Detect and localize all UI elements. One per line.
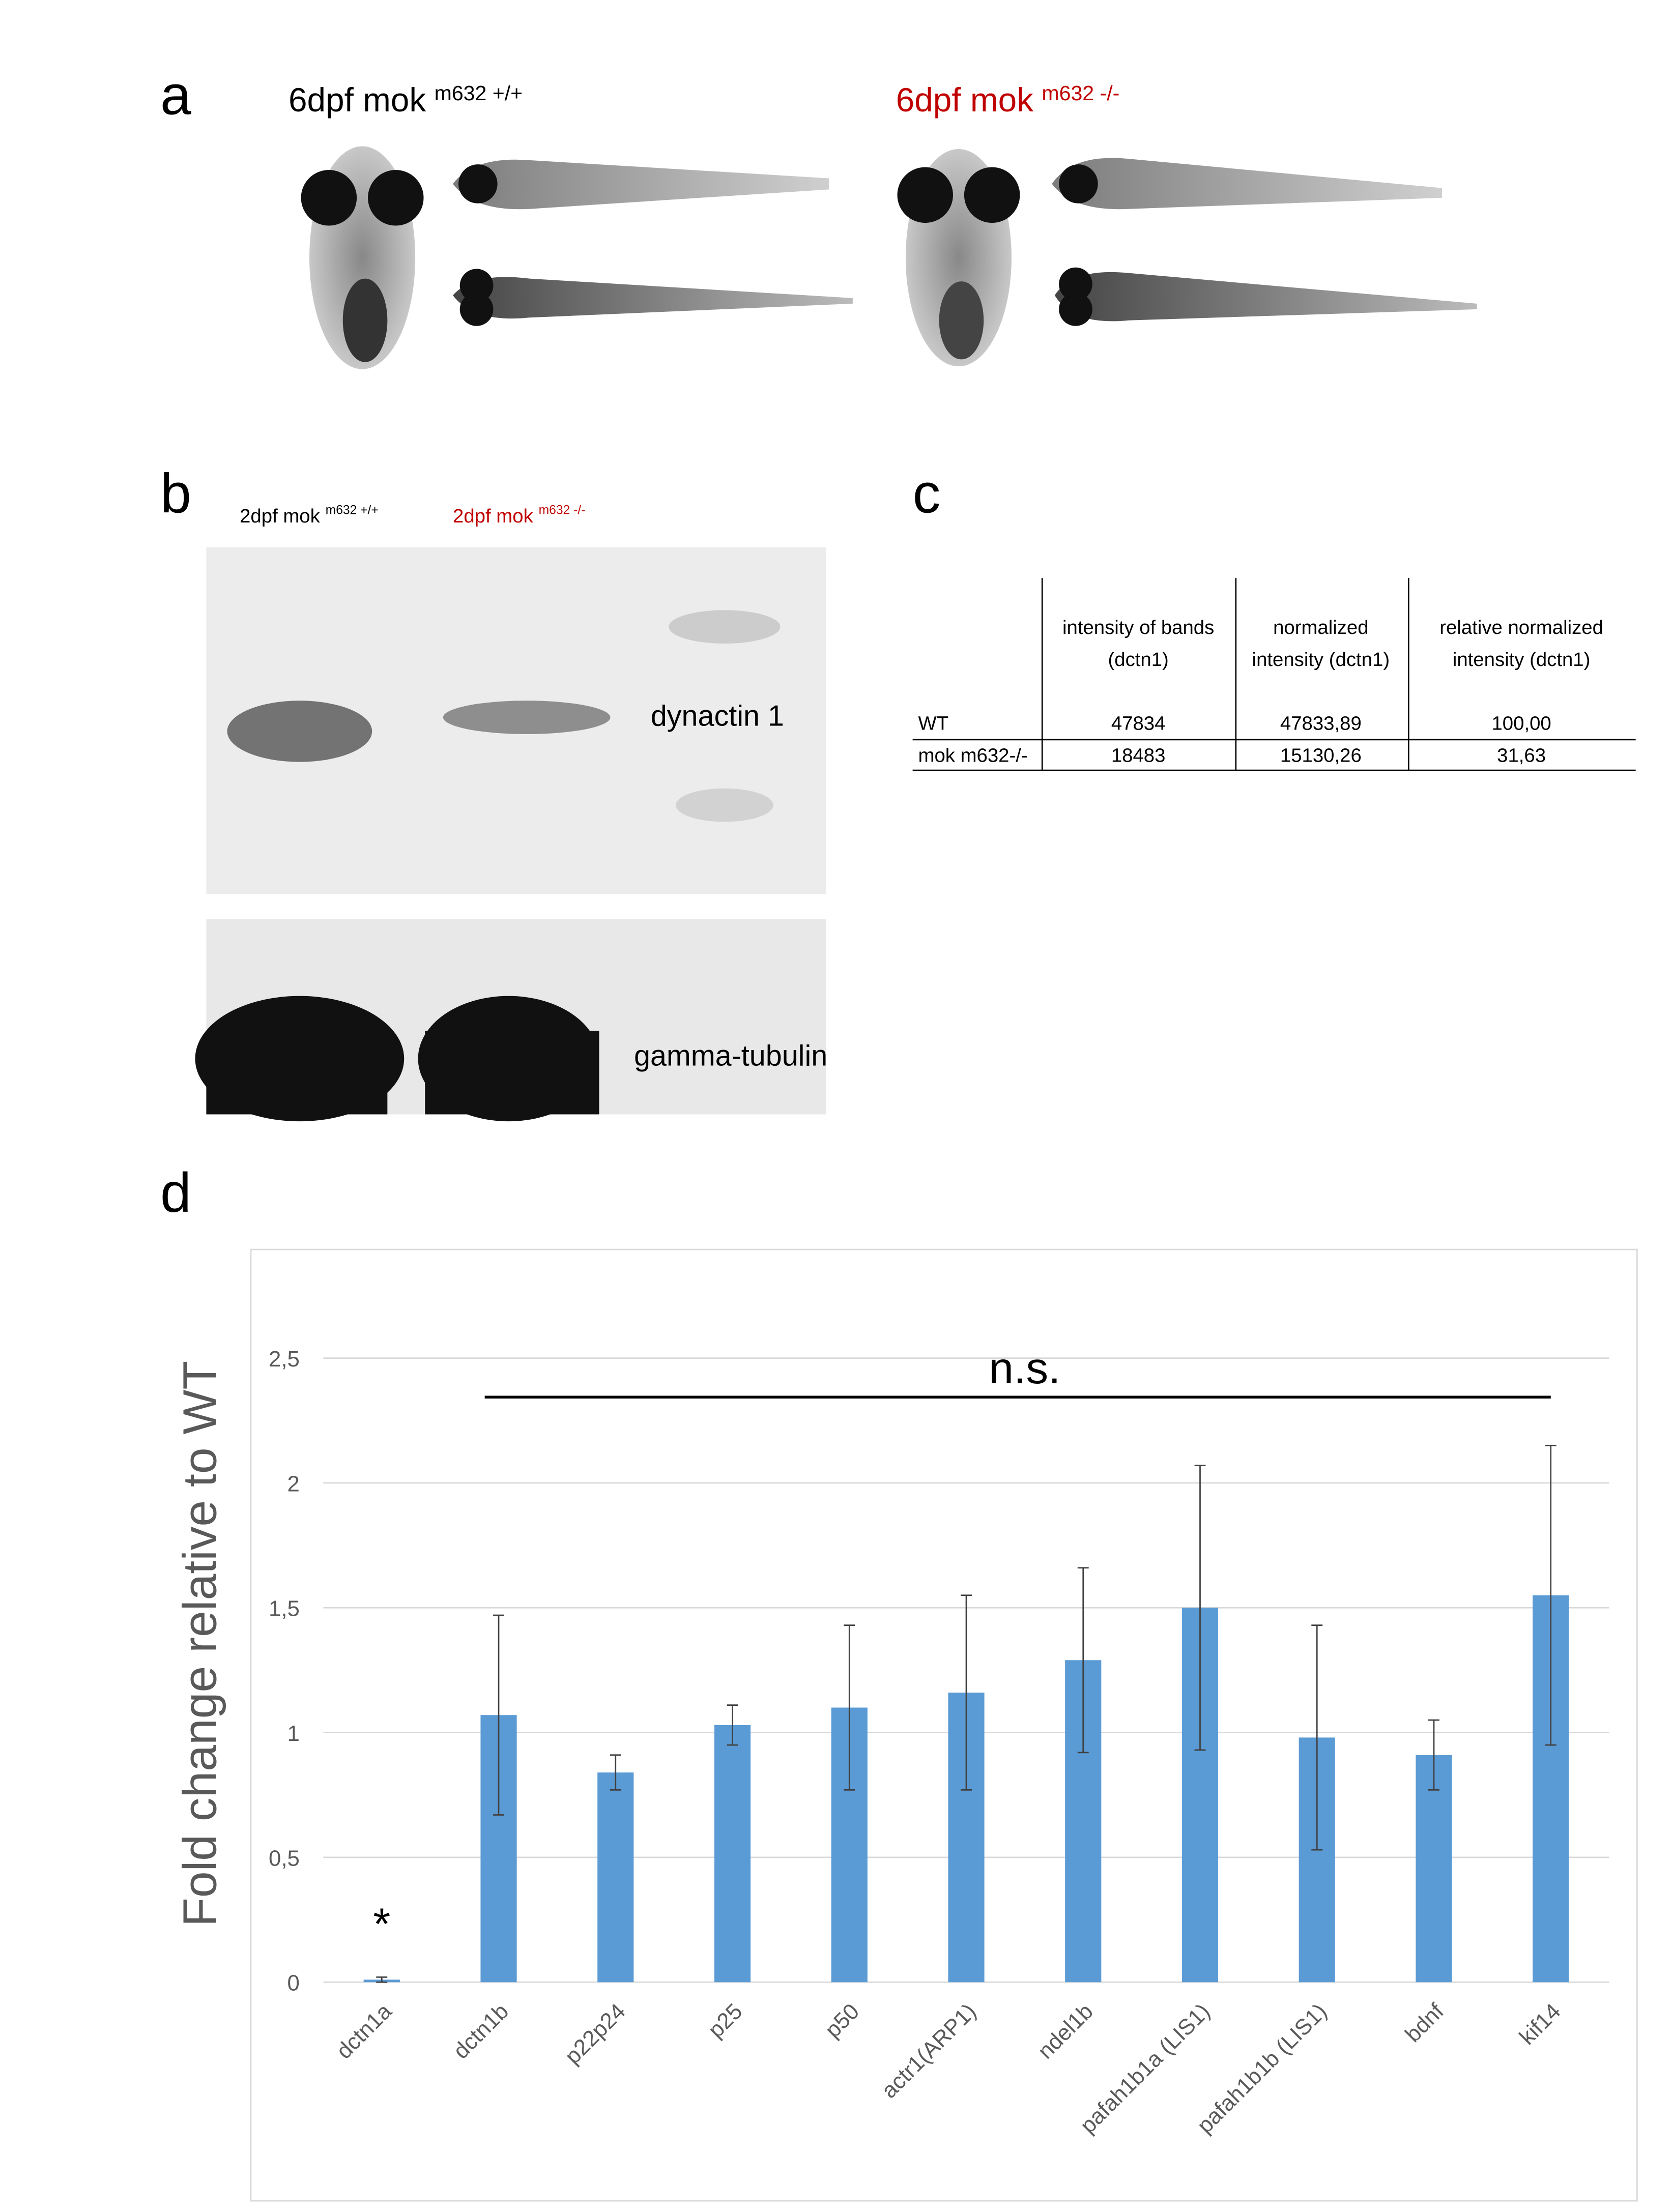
table-header: relative normalized (1439, 617, 1603, 638)
table-cell: 47833,89 (1280, 713, 1362, 735)
table-cell: 31,63 (1497, 745, 1546, 767)
table-cell: 18483 (1111, 745, 1166, 767)
panel-letter: d (160, 1162, 191, 1224)
heading-text: 6dpf mok (896, 81, 1033, 119)
table: intensity of bands (dctn1) normalized in… (912, 578, 1636, 771)
error-bar (1428, 1719, 1439, 1791)
table-header: intensity (dctn1) (1252, 649, 1390, 671)
superscript: m632 +/+ (326, 503, 379, 517)
lane-label: 2dpf mok m632 +/+ (240, 503, 379, 527)
error-bar (1311, 1624, 1323, 1851)
superscript: m632 -/- (539, 503, 586, 517)
error-bar (610, 1754, 621, 1791)
bar (597, 1772, 634, 1983)
error-bar (727, 1704, 738, 1746)
error-bar (376, 1976, 388, 1983)
error-bar (844, 1624, 855, 1791)
table-header: intensity of bands (1062, 617, 1214, 638)
panel-letter: c (913, 463, 941, 525)
table-cell: 47834 (1111, 713, 1166, 735)
significance-label: n.s. (989, 1343, 1060, 1393)
table-cell: mok m632-/- (918, 745, 1028, 767)
y-tick-label: 0 (287, 1971, 299, 1996)
y-tick-label: 2,5 (269, 1347, 300, 1372)
lane-text: 2dpf mok (453, 505, 533, 527)
panel-letter: a (160, 65, 191, 127)
table-header: (dctn1) (1108, 649, 1169, 671)
significance-star: * (373, 1899, 390, 1948)
error-bar (1545, 1444, 1556, 1746)
table-cell: WT (918, 713, 949, 735)
table-header: intensity (dctn1) (1453, 649, 1591, 671)
error-bar (961, 1594, 972, 1791)
y-tick-label: 0,5 (269, 1846, 300, 1871)
bar (714, 1725, 751, 1983)
larva-images (301, 146, 1477, 369)
bar (1416, 1755, 1452, 1983)
table-cell: 15130,26 (1280, 745, 1362, 767)
table-header: normalized (1273, 617, 1368, 638)
y-axis-label: Fold change relative to WT (174, 1361, 226, 1927)
heading: 6dpf mok m632 +/+ (289, 81, 523, 119)
heading: 6dpf mok m632 -/- (896, 81, 1120, 119)
lane-label: 2dpf mok m632 -/- (453, 503, 585, 527)
lane-text: 2dpf mok (240, 505, 320, 527)
superscript: m632 -/- (1042, 81, 1119, 105)
error-bar (1077, 1567, 1089, 1754)
y-tick-label: 1,5 (269, 1596, 300, 1621)
chart-frame (250, 1248, 1638, 2202)
error-bar (1194, 1465, 1206, 1751)
panel-letter: b (160, 463, 191, 525)
error-bar (493, 1614, 504, 1816)
y-tick-label: 2 (287, 1471, 299, 1496)
western-blot (195, 547, 826, 1122)
y-tick-label: 1 (287, 1721, 299, 1746)
heading-text: 6dpf mok (289, 81, 426, 119)
blot-label: gamma-tubulin (634, 1040, 827, 1072)
table-cell: 100,00 (1491, 713, 1551, 735)
blot-label: dynactin 1 (651, 700, 784, 733)
superscript: m632 +/+ (435, 81, 523, 105)
